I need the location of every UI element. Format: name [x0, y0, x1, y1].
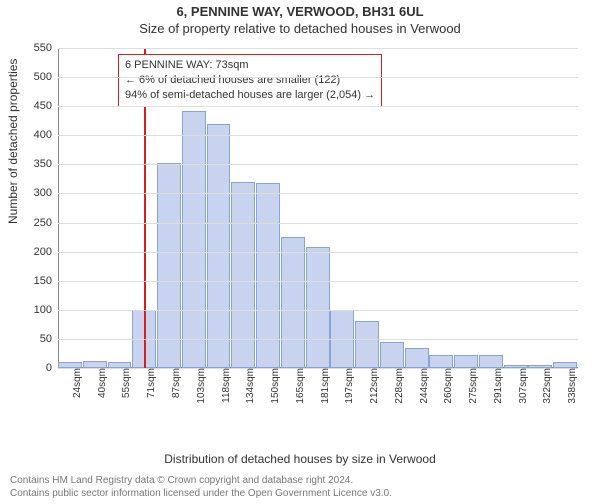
y-tick: 50: [40, 333, 58, 345]
x-tick: 87sqm: [169, 368, 182, 398]
gridline: [58, 223, 578, 224]
histogram-bar: [479, 355, 503, 368]
x-tick: 150sqm: [268, 368, 281, 404]
annotation-box: 6 PENNINE WAY: 73sqm ← 6% of detached ho…: [118, 54, 382, 107]
gridline: [58, 106, 578, 107]
y-tick: 250: [34, 217, 58, 229]
gridline: [58, 164, 578, 165]
histogram-bar: [231, 182, 255, 368]
footer-line1: Contains HM Land Registry data © Crown c…: [10, 474, 392, 487]
gridline: [58, 339, 578, 340]
x-tick: 71sqm: [144, 368, 157, 398]
gridline: [58, 252, 578, 253]
chart-title-main: 6, PENNINE WAY, VERWOOD, BH31 6UL: [0, 4, 600, 19]
x-tick: 165sqm: [293, 368, 306, 404]
histogram-bar: [83, 361, 107, 368]
y-tick: 400: [34, 129, 58, 141]
x-tick: 275sqm: [466, 368, 479, 404]
annotation-line3: 94% of semi-detached houses are larger (…: [125, 88, 375, 103]
x-tick: 197sqm: [342, 368, 355, 404]
chart-area: 6 PENNINE WAY: 73sqm ← 6% of detached ho…: [58, 48, 578, 418]
histogram-bar: [429, 355, 453, 368]
y-tick: 100: [34, 304, 58, 316]
gridline: [58, 281, 578, 282]
y-tick: 200: [34, 246, 58, 258]
histogram-bar: [281, 237, 305, 368]
x-tick: 260sqm: [441, 368, 454, 404]
y-tick: 300: [34, 187, 58, 199]
histogram-bar: [355, 321, 379, 368]
footer-attribution: Contains HM Land Registry data © Crown c…: [10, 474, 392, 500]
x-tick: 24sqm: [70, 368, 83, 398]
histogram-bar: [405, 348, 429, 368]
annotation-line2: ← 6% of detached houses are smaller (122…: [125, 73, 375, 88]
x-tick: 228sqm: [392, 368, 405, 404]
gridline: [58, 77, 578, 78]
x-tick: 212sqm: [367, 368, 380, 404]
histogram-bar: [256, 183, 280, 368]
x-tick: 338sqm: [565, 368, 578, 404]
footer-line2: Contains public sector information licen…: [10, 487, 392, 500]
x-tick: 322sqm: [540, 368, 553, 404]
y-tick: 350: [34, 158, 58, 170]
histogram-bar: [306, 247, 330, 368]
histogram-bar: [207, 124, 231, 368]
x-tick: 118sqm: [219, 368, 232, 403]
y-tick: 450: [34, 100, 58, 112]
annotation-line1: 6 PENNINE WAY: 73sqm: [125, 58, 375, 73]
chart-title-sub: Size of property relative to detached ho…: [0, 21, 600, 36]
y-tick: 550: [34, 42, 58, 54]
x-tick: 134sqm: [243, 368, 256, 404]
x-axis-label: Distribution of detached houses by size …: [0, 452, 600, 466]
x-tick: 291sqm: [491, 368, 504, 404]
plot-region: 6 PENNINE WAY: 73sqm ← 6% of detached ho…: [58, 48, 578, 368]
y-tick: 0: [46, 362, 58, 374]
histogram-bar: [454, 355, 478, 368]
histogram-bar: [380, 342, 404, 368]
x-tick: 244sqm: [417, 368, 430, 404]
x-tick: 40sqm: [95, 368, 108, 398]
gridline: [58, 310, 578, 311]
gridline: [58, 193, 578, 194]
x-tick: 307sqm: [516, 368, 529, 404]
x-tick: 103sqm: [194, 368, 207, 404]
histogram-bar: [182, 111, 206, 368]
gridline: [58, 48, 578, 49]
gridline: [58, 135, 578, 136]
y-tick: 150: [34, 275, 58, 287]
x-tick: 181sqm: [318, 368, 331, 404]
x-tick: 55sqm: [119, 368, 132, 398]
y-axis-label: Number of detached properties: [6, 59, 20, 224]
y-tick: 500: [34, 71, 58, 83]
